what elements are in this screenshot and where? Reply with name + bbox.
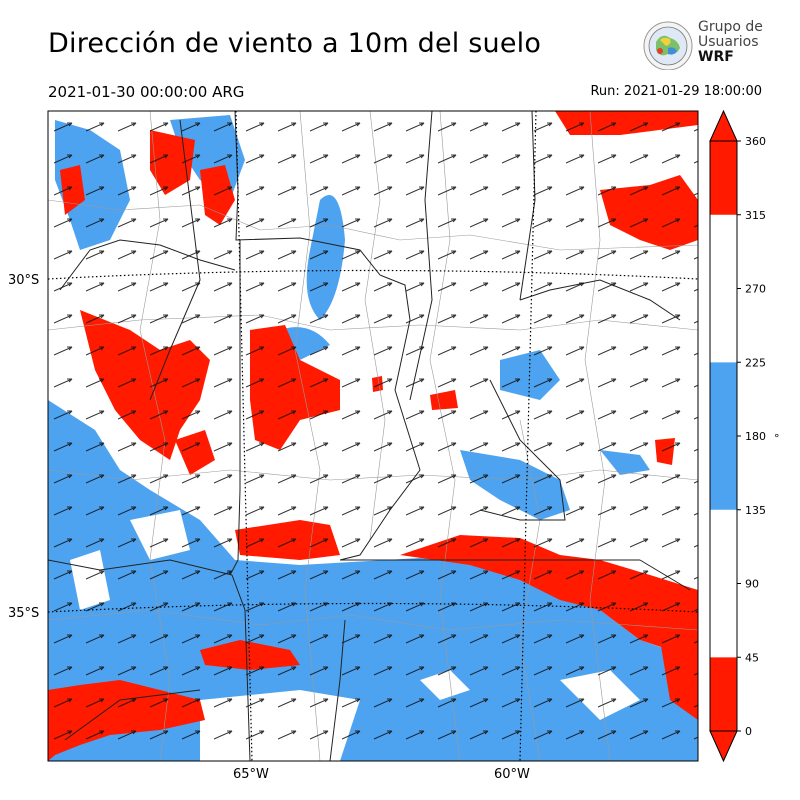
map-title: Dirección de viento a 10m del suelo [48, 28, 542, 59]
colorbar-tick-label-2: 90 [745, 578, 759, 591]
longitude-line-60 [519, 111, 537, 761]
wrf-globe-icon [643, 21, 693, 71]
colorbar-band-3 [710, 214, 737, 363]
colorbar-tick-label-3: 135 [745, 504, 766, 517]
lon-label-65w: 65°W [233, 767, 269, 782]
colorbar-tick-label-4: 180 [745, 430, 766, 443]
colorbar-tick-label-1: 45 [745, 651, 759, 664]
logo-line-3: WRF [698, 49, 734, 65]
colorbar-extend-min [709, 730, 738, 763]
run-time: Run: 2021-01-29 18:00:00 [590, 84, 762, 99]
colorbar-unit-label: ° [774, 432, 780, 445]
logo-line-2: Usuarios [698, 34, 759, 50]
valid-time: 2021-01-30 00:00:00 ARG [48, 83, 245, 101]
colorbar-band-2 [710, 362, 737, 510]
map-content [48, 111, 698, 761]
lat-label-30s: 30°S [8, 273, 39, 288]
colorbar-band-4 [710, 141, 737, 215]
longitude-line-65 [235, 111, 253, 761]
graticule [48, 111, 698, 761]
colorbar-band-1 [710, 509, 737, 658]
logo-text: Grupo de Usuarios WRF [698, 20, 763, 65]
colorbar-tick-label-0: 0 [745, 725, 752, 738]
colorbar-band-0 [710, 657, 737, 731]
colorbar-tick-label-8: 360 [745, 135, 766, 148]
colorbar-tick-label-6: 270 [745, 283, 766, 296]
colorbar-extend-max [709, 109, 738, 142]
lon-label-60w: 60°W [494, 767, 530, 782]
colorbar: 0 45 90 135 180 225 270 315 360 ° [709, 109, 780, 763]
colorbar-tick-label-5: 225 [745, 356, 766, 369]
lat-label-35s: 35°S [8, 606, 39, 621]
map-frame [47, 110, 699, 762]
logo-line-1: Grupo de [698, 19, 763, 35]
colorbar-tick-label-7: 315 [745, 209, 766, 222]
wind-vectors [48, 111, 698, 761]
wrf-logo: Grupo de Usuarios WRF [638, 18, 768, 71]
